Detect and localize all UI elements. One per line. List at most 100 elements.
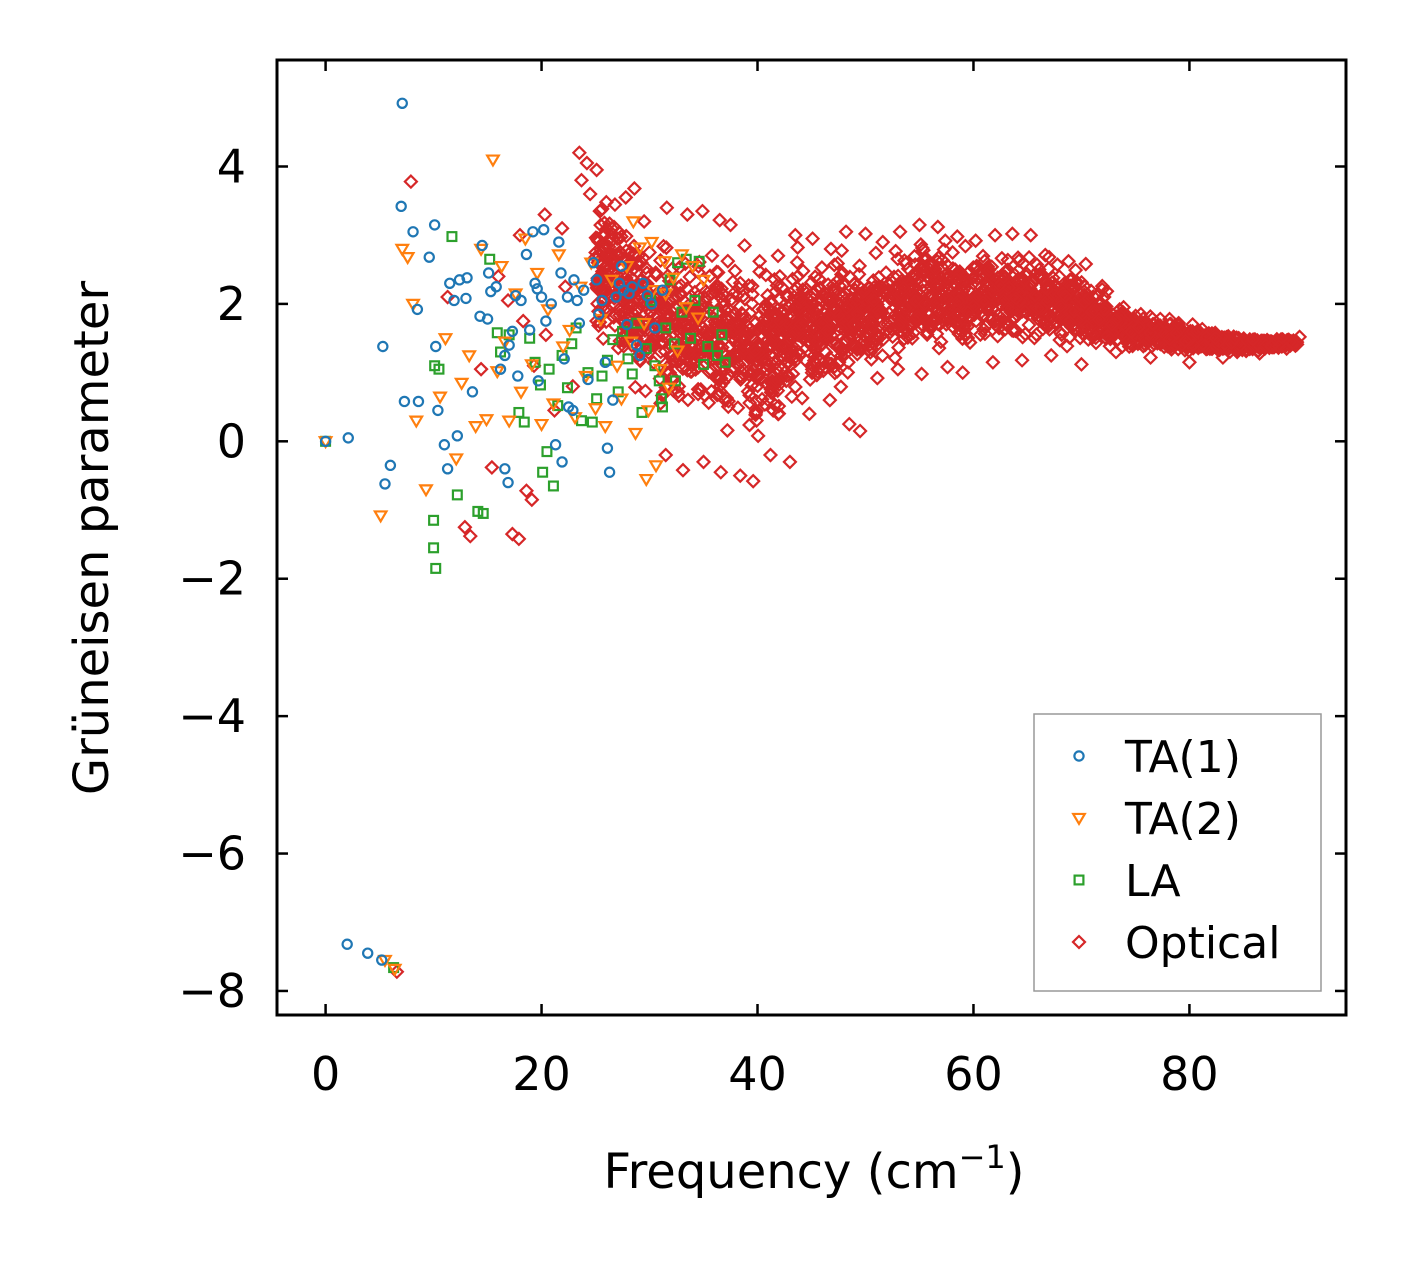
- optical-point: [673, 317, 689, 333]
- optical-point: [981, 262, 997, 278]
- optical-point: [604, 254, 620, 270]
- optical-point: [1061, 314, 1077, 330]
- optical-point: [744, 377, 760, 393]
- x-tick-label: 60: [944, 1047, 1003, 1101]
- optical-point: [638, 260, 654, 276]
- optical-point: [708, 282, 725, 298]
- optical-point: [1008, 290, 1024, 306]
- optical-point: [745, 473, 761, 489]
- optical-point: [890, 340, 907, 356]
- optical-point: [915, 282, 931, 298]
- la-point: [640, 343, 652, 355]
- optical-point: [1245, 332, 1261, 348]
- optical-point: [815, 288, 831, 304]
- optical-point: [1104, 317, 1120, 333]
- optical-point: [636, 213, 652, 230]
- ta-2--point: [517, 233, 534, 247]
- series-optical: [389, 145, 1308, 980]
- optical-point: [1038, 273, 1054, 289]
- optical-point: [1076, 294, 1092, 310]
- optical-point: [625, 246, 642, 262]
- optical-point: [595, 330, 611, 347]
- ta-1--point: [398, 395, 411, 408]
- optical-point: [1030, 268, 1046, 284]
- optical-point: [804, 365, 820, 381]
- ta-2--point: [561, 324, 578, 338]
- optical-point: [695, 454, 712, 470]
- optical-point: [778, 348, 794, 364]
- ta-2--point: [587, 403, 604, 417]
- optical-point: [767, 397, 783, 413]
- x-tick-label: 80: [1160, 1047, 1219, 1101]
- optical-point: [849, 306, 865, 322]
- optical-point: [774, 279, 790, 295]
- ta-2--point: [669, 345, 686, 359]
- ta-2--point: [656, 256, 673, 270]
- optical-point: [742, 395, 758, 411]
- optical-point: [768, 373, 784, 389]
- ta-1--point: [582, 373, 594, 386]
- la-point: [712, 349, 724, 361]
- optical-point: [573, 172, 590, 188]
- optical-point: [836, 288, 852, 304]
- ta-1--point: [561, 291, 574, 303]
- optical-point: [759, 313, 775, 329]
- optical-point: [1122, 335, 1138, 351]
- la-point: [430, 562, 442, 574]
- x-tick-label: 0: [311, 1047, 340, 1101]
- ta-1--point: [540, 315, 552, 327]
- optical-point: [951, 326, 967, 342]
- optical-point: [652, 252, 669, 269]
- optical-point: [887, 350, 903, 366]
- optical-point: [1197, 338, 1213, 354]
- optical-point: [782, 454, 798, 470]
- optical-point: [990, 288, 1006, 305]
- la-point: [660, 322, 672, 334]
- ta-2--point: [478, 414, 495, 428]
- ta-1--point: [362, 947, 374, 959]
- ta-1--point: [460, 292, 472, 305]
- ta-2--point: [627, 427, 644, 442]
- optical-point: [954, 331, 971, 347]
- optical-point: [1017, 303, 1033, 320]
- la-point: [541, 446, 553, 458]
- ta-1--point: [476, 239, 488, 252]
- y-tick-label: −6: [178, 827, 246, 881]
- ta-1--point: [503, 339, 515, 351]
- optical-point: [766, 327, 782, 343]
- optical-point: [1182, 331, 1198, 347]
- optical-point: [1099, 283, 1115, 299]
- optical-point: [631, 325, 647, 342]
- optical-point: [710, 264, 726, 281]
- ta-2--point: [632, 242, 648, 256]
- ta-1--point: [555, 267, 567, 279]
- ta-1--point: [556, 456, 568, 468]
- optical-point: [934, 252, 951, 268]
- optical-point: [1263, 338, 1280, 355]
- optical-point: [798, 281, 815, 297]
- optical-point: [923, 279, 939, 295]
- ta-1--point: [499, 463, 511, 475]
- ta-2--point: [372, 510, 389, 524]
- optical-point: [866, 292, 882, 309]
- optical-point: [732, 468, 748, 484]
- optical-point: [484, 459, 500, 475]
- ta-1--point: [490, 281, 502, 293]
- optical-point: [812, 281, 828, 297]
- optical-point: [906, 248, 923, 264]
- optical-point: [1056, 299, 1072, 315]
- optical-point: [836, 342, 852, 358]
- optical-point: [1190, 339, 1206, 355]
- legend-label: LA: [1125, 856, 1181, 907]
- optical-point: [801, 406, 817, 422]
- optical-point: [980, 300, 996, 316]
- optical-point: [995, 269, 1011, 285]
- optical-point: [791, 347, 807, 363]
- ta-2--point: [661, 382, 677, 396]
- optical-point: [1211, 333, 1227, 349]
- ta-2--point: [529, 267, 545, 281]
- optical-point: [1189, 323, 1205, 339]
- optical-point: [852, 423, 868, 439]
- optical-point: [607, 317, 623, 334]
